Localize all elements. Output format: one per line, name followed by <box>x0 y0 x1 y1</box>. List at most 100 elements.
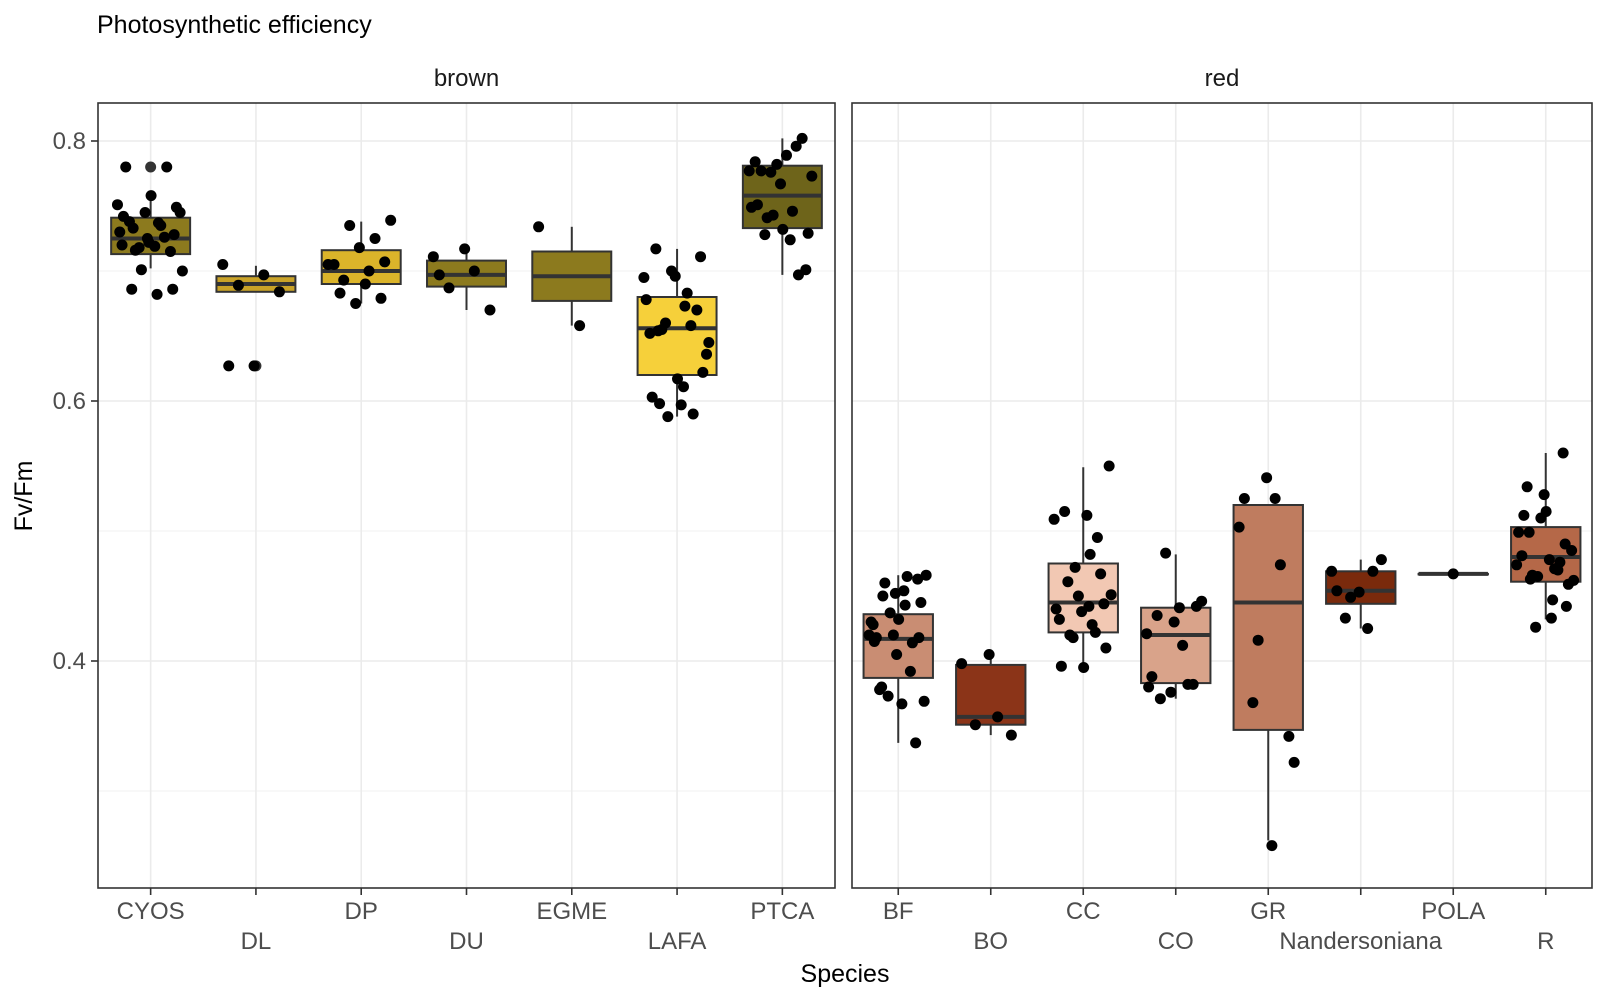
data-point <box>1375 554 1387 566</box>
box <box>1232 504 1304 731</box>
group-CO <box>1140 547 1212 705</box>
data-point <box>359 278 371 290</box>
data-point <box>751 199 763 211</box>
data-point <box>1078 662 1090 673</box>
data-point <box>1367 565 1379 577</box>
x-axis-label: Species <box>801 960 890 988</box>
data-point <box>898 585 910 597</box>
y-tick-label: 0.6 <box>53 388 86 415</box>
data-point <box>1005 729 1017 741</box>
data-point <box>344 220 356 231</box>
data-point <box>767 209 779 221</box>
data-point <box>1362 623 1374 634</box>
data-point <box>777 223 789 235</box>
data-point <box>749 156 761 168</box>
data-point <box>679 300 691 312</box>
data-point <box>1233 521 1245 533</box>
data-point <box>385 214 397 226</box>
x-tick-label: DU <box>449 928 484 955</box>
data-point <box>1547 594 1559 606</box>
x-tick-label: R <box>1537 928 1554 955</box>
data-point <box>126 283 138 295</box>
data-point <box>1554 556 1566 568</box>
data-point <box>155 220 167 231</box>
data-point <box>1447 568 1459 580</box>
data-point <box>1274 559 1286 571</box>
data-point <box>111 199 123 211</box>
group-CYOS <box>110 161 192 300</box>
data-point <box>884 607 896 619</box>
data-point <box>1053 613 1065 625</box>
data-point <box>223 360 235 372</box>
data-point <box>248 360 260 372</box>
data-point <box>1062 576 1074 588</box>
data-point <box>915 597 927 608</box>
data-point <box>640 294 652 306</box>
data-point <box>1064 629 1076 641</box>
data-point <box>1177 639 1189 651</box>
data-point <box>1538 489 1550 501</box>
data-point <box>912 573 924 585</box>
data-point <box>158 231 170 243</box>
x-tick-label: DL <box>241 928 272 955</box>
data-point <box>139 207 151 218</box>
data-point <box>887 629 899 641</box>
data-point <box>1141 628 1153 640</box>
data-point <box>1252 634 1264 646</box>
data-point <box>906 637 918 649</box>
y-tick-label: 0.8 <box>53 128 86 155</box>
data-point <box>983 649 995 660</box>
x-tick-label: POLA <box>1421 898 1485 925</box>
x-tick-label: DP <box>345 898 378 925</box>
y-tick-label: 0.4 <box>53 648 86 675</box>
data-point <box>1196 595 1208 607</box>
data-point <box>802 227 814 239</box>
data-point <box>681 287 693 299</box>
data-point <box>891 649 903 660</box>
data-point <box>792 269 804 281</box>
data-point <box>1269 493 1281 504</box>
data-point <box>1559 538 1571 550</box>
data-point <box>164 246 176 257</box>
data-point <box>167 283 179 295</box>
x-tick-label: PTCA <box>750 898 814 925</box>
data-point <box>114 226 126 238</box>
facet-strip-label: brown <box>434 65 499 92</box>
data-point <box>1091 532 1103 543</box>
data-point <box>759 229 771 241</box>
data-point <box>334 287 346 299</box>
data-point <box>1100 642 1112 654</box>
data-point <box>969 719 981 731</box>
x-tick-label: GR <box>1250 898 1286 925</box>
data-point <box>806 170 818 182</box>
data-point <box>443 282 455 294</box>
data-point <box>1105 589 1117 601</box>
data-point <box>1266 840 1278 852</box>
data-point <box>1083 600 1095 612</box>
data-point <box>918 695 930 707</box>
data-point <box>1187 678 1199 690</box>
data-point <box>701 348 713 360</box>
data-point <box>363 265 375 277</box>
data-point <box>703 337 715 348</box>
group-GR <box>1232 472 1304 852</box>
panel-background <box>852 103 1592 888</box>
x-tick-label: CC <box>1066 898 1101 925</box>
data-point <box>687 408 699 420</box>
data-point <box>1545 612 1557 624</box>
data-point <box>644 327 656 339</box>
data-point <box>350 298 362 309</box>
group-Nandersoniana <box>1325 554 1397 634</box>
data-point <box>1339 612 1351 624</box>
data-point <box>135 264 147 276</box>
data-point <box>691 304 703 316</box>
data-point <box>1353 586 1365 598</box>
data-point <box>1283 730 1295 742</box>
x-tick-label: CYOS <box>117 898 185 925</box>
data-point <box>1055 660 1067 672</box>
data-point <box>1557 447 1569 459</box>
data-point <box>879 577 891 589</box>
group-LAFA <box>636 243 718 423</box>
data-point <box>1048 513 1060 525</box>
data-point <box>870 632 882 644</box>
